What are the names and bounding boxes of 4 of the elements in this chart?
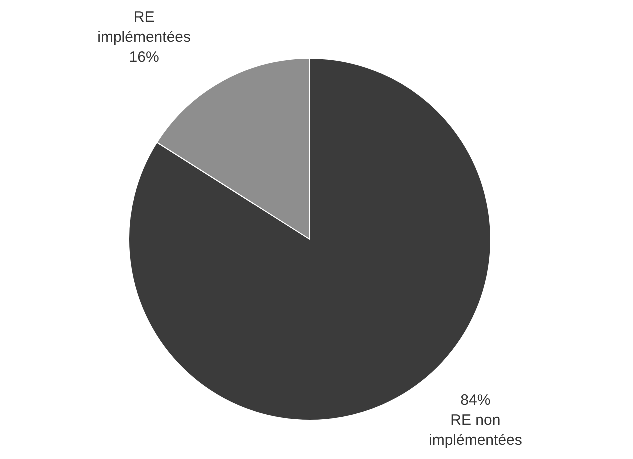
data-label: 16% (129, 49, 160, 66)
slice-label: RE non implémentées (428, 412, 522, 450)
slice-label: RE implémentées (98, 9, 192, 46)
data-label: 84% (460, 392, 491, 410)
